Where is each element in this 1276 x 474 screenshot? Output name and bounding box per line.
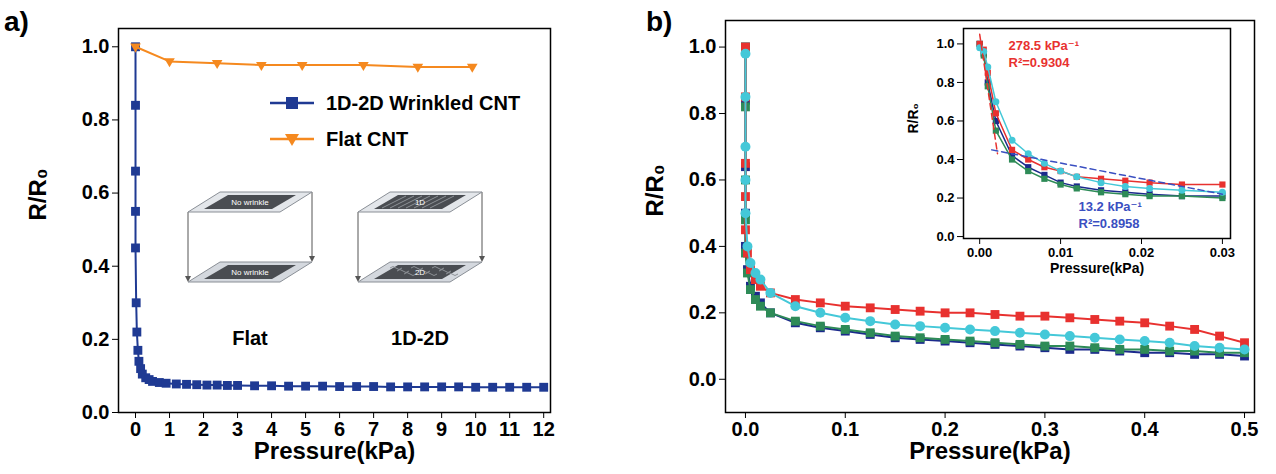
html-text:b): b) — [646, 6, 673, 37]
svg-text:R²=0.9304: R²=0.9304 — [1009, 55, 1071, 70]
svg-text:1D: 1D — [415, 198, 425, 207]
svg-text:0: 0 — [130, 418, 141, 440]
svg-text:6: 6 — [334, 417, 346, 440]
svg-text:0.8: 0.8 — [936, 75, 954, 90]
svg-text:12: 12 — [533, 418, 555, 440]
svg-text:Pressure(kPa): Pressure(kPa) — [254, 437, 415, 464]
svg-text:1: 1 — [164, 418, 175, 440]
svg-text:1.0: 1.0 — [689, 35, 717, 57]
svg-text:2D: 2D — [415, 268, 425, 277]
svg-text:0.8: 0.8 — [82, 108, 110, 130]
svg-text:7: 7 — [368, 417, 380, 440]
svg-text:R/R₀: R/R₀ — [24, 168, 51, 220]
svg-text:2: 2 — [198, 418, 209, 440]
svg-text:0.00: 0.00 — [967, 245, 992, 260]
svg-text:9: 9 — [436, 418, 447, 440]
svg-text:Pressure(kPa): Pressure(kPa) — [909, 437, 1070, 464]
svg-text:0.4: 0.4 — [936, 152, 955, 167]
svg-text:0.0: 0.0 — [82, 401, 110, 423]
svg-text:13.2 kPa⁻¹: 13.2 kPa⁻¹ — [1079, 199, 1142, 214]
svg-text:0.2: 0.2 — [936, 190, 954, 205]
svg-text:R/R₀: R/R₀ — [641, 164, 668, 216]
svg-text:No wrinkle: No wrinkle — [231, 268, 269, 277]
svg-text:8: 8 — [402, 417, 414, 440]
svg-text:1.0: 1.0 — [82, 35, 110, 57]
html-text:a): a) — [4, 6, 29, 37]
svg-text:0.4: 0.4 — [82, 255, 111, 277]
svg-text:3: 3 — [232, 418, 243, 440]
svg-text:0.2: 0.2 — [689, 301, 717, 323]
svg-text:278.5 kPa⁻¹: 278.5 kPa⁻¹ — [1009, 38, 1079, 53]
svg-text:Pressure(kPa): Pressure(kPa) — [1050, 260, 1144, 276]
svg-text:0.2: 0.2 — [931, 417, 959, 440]
svg-text:0.1: 0.1 — [831, 418, 859, 440]
svg-text:0.3: 0.3 — [1031, 417, 1059, 440]
svg-text:0.0: 0.0 — [936, 229, 954, 244]
svg-text:Flat CNT: Flat CNT — [326, 128, 408, 150]
svg-text:0.02: 0.02 — [1129, 245, 1154, 260]
svg-text:0.5: 0.5 — [1231, 418, 1259, 440]
svg-text:0.6: 0.6 — [82, 181, 110, 203]
svg-text:1.0: 1.0 — [936, 36, 954, 51]
svg-text:0.03: 0.03 — [1210, 245, 1235, 260]
svg-text:4: 4 — [266, 417, 278, 440]
svg-text:1D-2D Wrinkled CNT: 1D-2D Wrinkled CNT — [326, 92, 520, 114]
svg-text:5: 5 — [300, 417, 312, 440]
svg-text:0.4: 0.4 — [1131, 418, 1160, 440]
svg-text:No wrinkle: No wrinkle — [231, 198, 269, 207]
svg-text:0.0: 0.0 — [689, 368, 717, 390]
svg-text:0.4: 0.4 — [689, 235, 718, 257]
svg-text:1D-2D: 1D-2D — [391, 327, 449, 349]
svg-text:0.0: 0.0 — [732, 418, 760, 440]
svg-text:R²=0.8958: R²=0.8958 — [1079, 216, 1140, 231]
svg-text:0.2: 0.2 — [82, 328, 110, 350]
svg-text:R/R₀: R/R₀ — [905, 103, 921, 133]
svg-text:0.01: 0.01 — [1048, 245, 1073, 260]
svg-text:10: 10 — [465, 418, 487, 440]
svg-text:0.8: 0.8 — [689, 102, 717, 124]
svg-text:11: 11 — [499, 418, 520, 440]
svg-text:0.6: 0.6 — [689, 168, 717, 190]
svg-text:Flat: Flat — [232, 327, 268, 349]
svg-text:0.6: 0.6 — [936, 113, 954, 128]
